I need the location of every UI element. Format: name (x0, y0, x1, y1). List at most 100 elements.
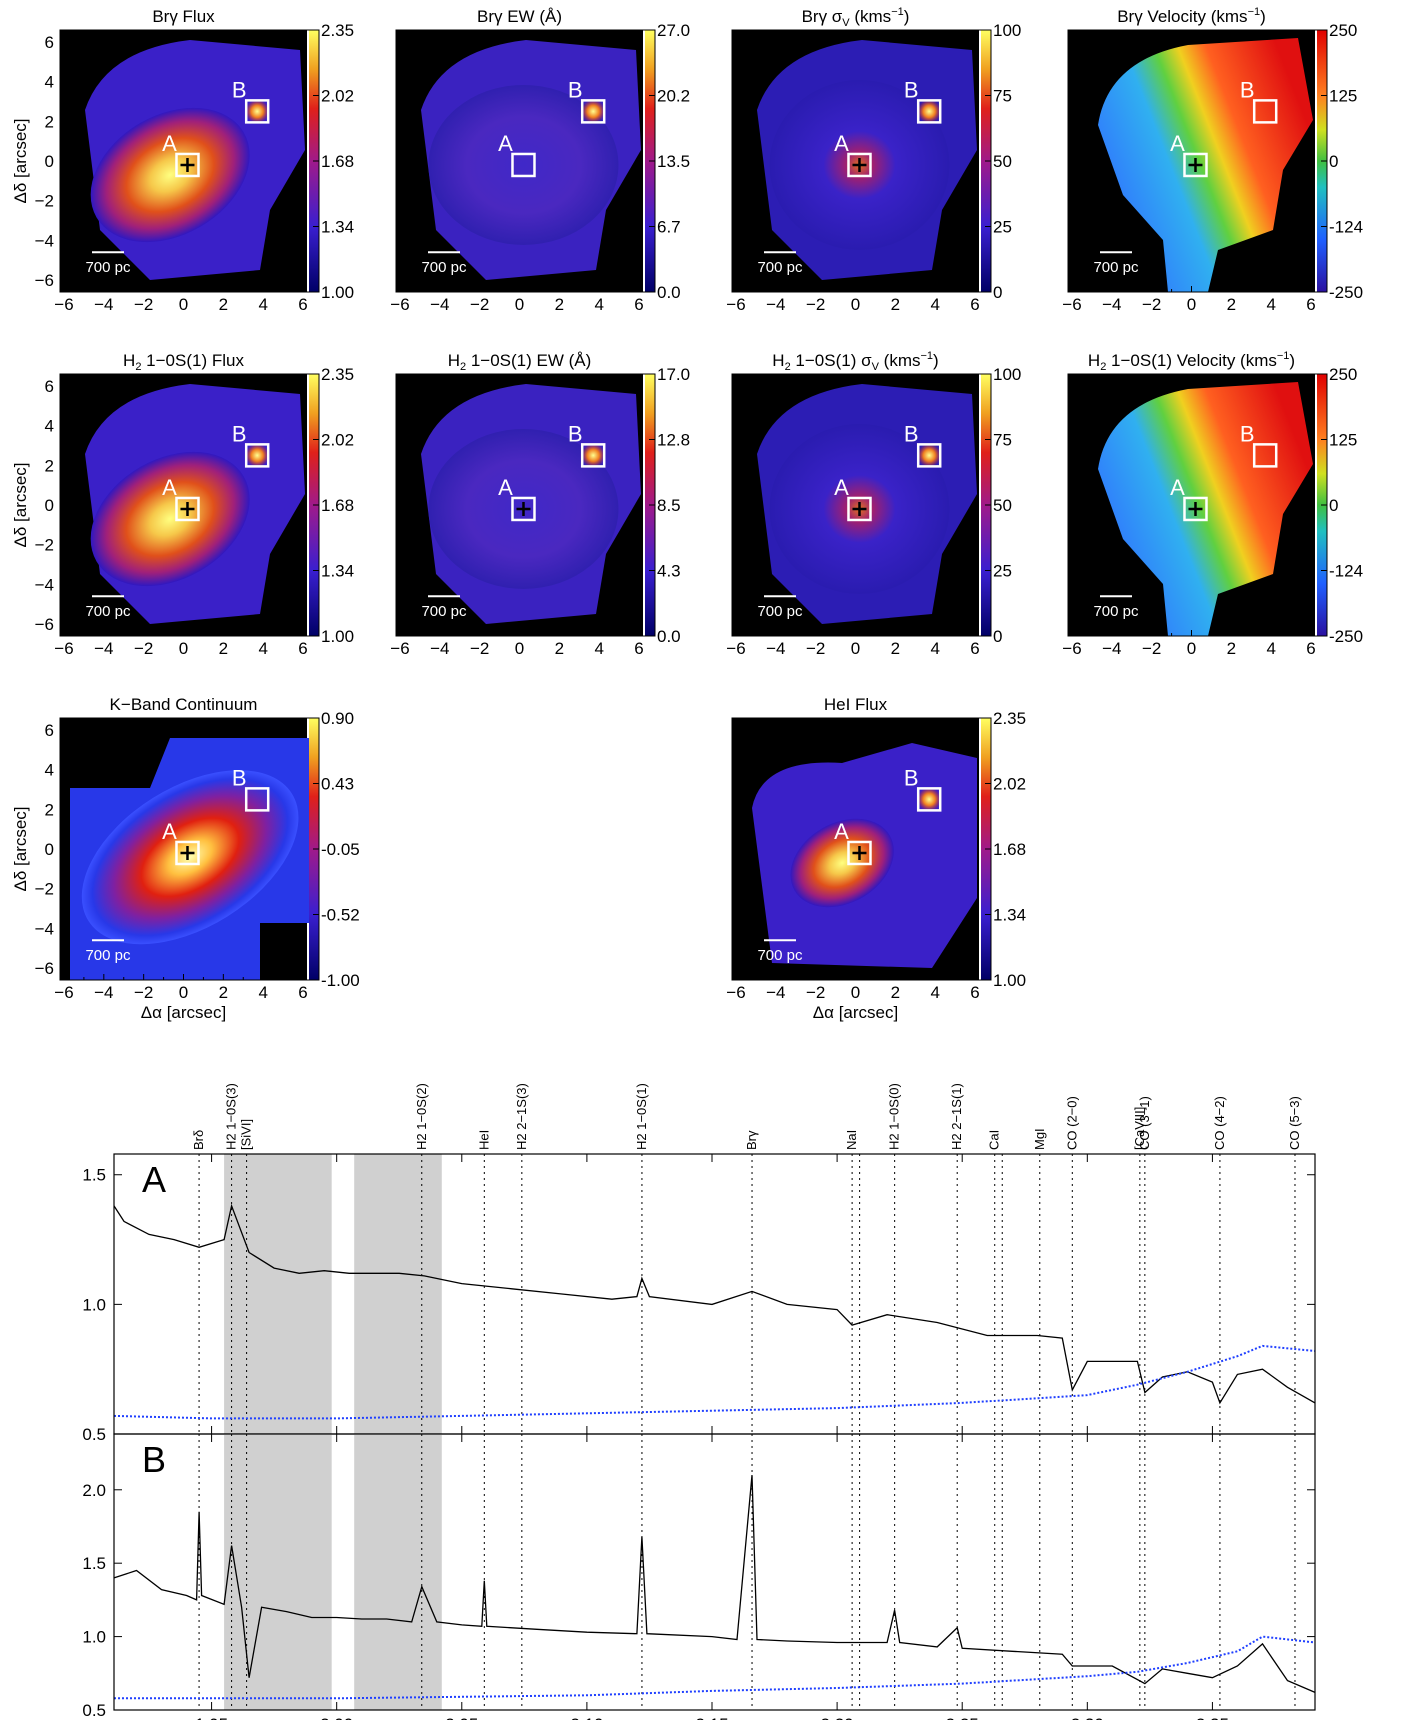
x-tick-label: 2 (1227, 295, 1236, 314)
x-tick-label: 4 (930, 983, 939, 1002)
line-label: CO (3−1) (1137, 1096, 1152, 1150)
colorbar-tick-label: 75 (993, 431, 1012, 450)
x-tick-label: 4 (594, 639, 603, 658)
y-tick-label: 0 (45, 152, 54, 171)
x-tick-label: 0 (515, 639, 524, 658)
aperture-box-B (916, 443, 942, 468)
x-tick-label: 0 (851, 983, 860, 1002)
colorbar-tick-label: 2.02 (993, 775, 1026, 794)
x-tick-label: 0 (515, 295, 524, 314)
x-tick-label: −2 (470, 295, 489, 314)
panel-title: K−Band Continuum (110, 695, 258, 714)
line-label: Brγ (744, 1130, 759, 1150)
x-tick-label: 0 (1187, 295, 1196, 314)
line-label: H2 1−0S(0) (887, 1083, 902, 1150)
colorbar-tick-label: 27.0 (657, 21, 690, 40)
x-tick-label: 2.15 (695, 1715, 728, 1720)
line-label: CO (4−2) (1212, 1096, 1227, 1150)
x-tick-label: −2 (134, 639, 153, 658)
x-tick-label: 2 (555, 639, 564, 658)
nucleus-marker (1188, 501, 1203, 516)
x-tick-label: 0 (1187, 639, 1196, 658)
flux-ring (90, 451, 250, 587)
colorbar-tick-label: 125 (1329, 431, 1357, 450)
y-tick-label: 0.5 (82, 1425, 106, 1444)
map-panel: H2 1−0S(1) Flux 2.35 2.02 1.68 1.34 1.00 −6 −4 −… (11, 351, 354, 658)
x-tick-label: −2 (1142, 295, 1161, 314)
masked-region (224, 1154, 332, 1434)
colorbar-tick-label: 0 (993, 627, 1002, 646)
panel-title: HeI Flux (824, 695, 888, 714)
x-tick-label: −4 (94, 639, 113, 658)
colorbar-tick-label: -1.00 (321, 971, 360, 990)
panel-title: H2 1−0S(1) σV (kms−1) (772, 350, 938, 373)
x-tick-label: 4 (258, 983, 267, 1002)
aperture-label-B: B (1240, 421, 1255, 446)
y-tick-label: 6 (45, 377, 54, 396)
colorbar-tick-label: 2.02 (321, 87, 354, 106)
x-tick-label: −2 (806, 983, 825, 1002)
x-tick-label: −2 (470, 639, 489, 658)
colorbar-tick-label: -250 (1329, 627, 1363, 646)
x-tick-label: 0 (179, 295, 188, 314)
x-tick-label: 2 (219, 295, 228, 314)
scale-bar-label: 700 pc (85, 603, 131, 620)
colorbar-tick-label: -124 (1329, 562, 1363, 581)
aperture-box-B (244, 787, 270, 812)
colorbar-tick-label: 2.35 (321, 21, 354, 40)
aperture-box-B (1252, 443, 1278, 468)
line-label: NaI (844, 1130, 859, 1150)
colorbar-tick-label: 0.0 (657, 283, 681, 302)
aperture-label-A: A (498, 131, 513, 156)
x-tick-label: 6 (970, 295, 979, 314)
scale-bar-label: 700 pc (421, 259, 467, 276)
colorbar-tick-label: 0.90 (321, 709, 354, 728)
aperture-box-B (916, 787, 942, 812)
colorbar-tick-label: 100 (993, 365, 1021, 384)
aperture-box-B (1252, 99, 1278, 124)
x-tick-label: 2 (555, 295, 564, 314)
line-label: HeI (476, 1130, 491, 1150)
y-tick-label: 2 (45, 456, 54, 475)
knot-B (917, 787, 942, 812)
aperture-box-B (916, 99, 942, 124)
line-label: H2 2−1S(3) (514, 1083, 529, 1150)
x-tick-label: −2 (806, 639, 825, 658)
colorbar-tick-label: 50 (993, 496, 1012, 515)
y-tick-label: 4 (45, 761, 54, 780)
x-tick-label: 2 (891, 983, 900, 1002)
x-tick-label: 6 (1306, 639, 1315, 658)
x-tick-label: −6 (390, 639, 409, 658)
x-tick-label: −6 (726, 983, 745, 1002)
y-tick-label: 4 (45, 73, 54, 92)
x-tick-label: 2.05 (445, 1715, 478, 1720)
colorbar-tick-label: 0 (1329, 496, 1338, 515)
continuum-emission (81, 770, 299, 945)
colorbar-tick-label: 0.0 (657, 627, 681, 646)
aperture-label-A: A (1170, 475, 1185, 500)
colorbar-tick-label: 1.34 (321, 218, 354, 237)
x-tick-label: −2 (134, 295, 153, 314)
masked-region (354, 1434, 442, 1710)
line-label: H2 1−0S(2) (414, 1083, 429, 1150)
knot-B (581, 443, 606, 468)
y-tick-label: 2.0 (82, 1481, 106, 1500)
aperture-box-A (175, 496, 200, 522)
map-panel: H2 1−0S(1) Velocity (kms−1) 250 125 0 -124 -2… (1062, 350, 1363, 658)
aperture-box-B (580, 443, 606, 468)
aperture-box-A (1183, 152, 1208, 178)
x-tick-label: −2 (1142, 639, 1161, 658)
aperture-box-B (580, 99, 606, 124)
galaxy-spectrum (113, 1475, 1316, 1693)
nucleus-marker (180, 501, 195, 516)
aperture-label-A: A (834, 475, 849, 500)
x-tick-label: 6 (298, 295, 307, 314)
panel-title: H2 1−0S(1) Flux (123, 351, 244, 373)
nucleus-marker (180, 157, 195, 172)
colorbar-tick-label: 2.35 (993, 709, 1026, 728)
colorbar-tick-label: 13.5 (657, 152, 690, 171)
scale-bar-label: 700 pc (757, 603, 803, 620)
x-tick-label: −6 (1062, 295, 1081, 314)
knot-B (245, 443, 270, 468)
knot-B (581, 99, 606, 124)
